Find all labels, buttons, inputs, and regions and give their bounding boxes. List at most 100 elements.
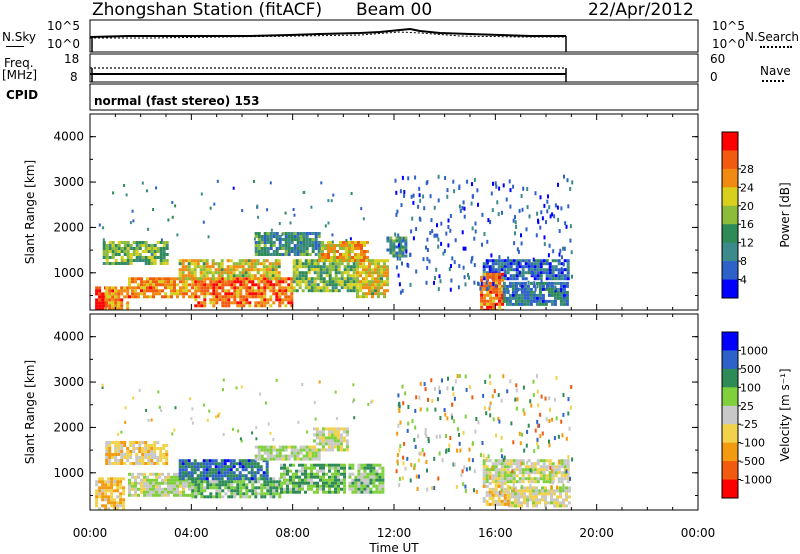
power-echo <box>528 267 531 272</box>
power-cell <box>354 259 357 262</box>
velocity-cell <box>176 478 179 482</box>
velocity-cell <box>375 472 379 476</box>
velocity-cell <box>107 501 111 505</box>
velocity-echo <box>485 411 488 416</box>
power-cell <box>227 280 231 284</box>
power-cell <box>319 268 323 272</box>
power-cell <box>247 271 251 275</box>
velocity-cell <box>375 484 379 488</box>
power-cell <box>374 259 377 263</box>
power-cell <box>257 280 261 284</box>
power-cell <box>162 244 166 247</box>
power-cell <box>117 298 121 302</box>
velocity-cell <box>520 489 523 493</box>
power-cell <box>242 295 246 299</box>
velocity-cell <box>230 483 234 487</box>
power-cell <box>203 286 207 290</box>
velocity-cell <box>325 478 328 482</box>
velocity-cell <box>101 498 105 502</box>
velocity-cell <box>147 447 151 450</box>
power-cell <box>211 277 215 281</box>
velocity-cell <box>363 466 367 470</box>
velocity-cell <box>241 468 245 472</box>
power-cell <box>131 277 134 281</box>
power-echo <box>425 245 427 250</box>
power-cell <box>502 281 506 285</box>
power-echo <box>547 194 549 199</box>
power-echo <box>414 175 417 180</box>
velocity-cell <box>506 468 510 472</box>
velocity-cell <box>209 492 213 496</box>
power-cell <box>278 301 282 305</box>
power-cell <box>520 287 524 291</box>
power-cell <box>173 292 176 296</box>
power-cell <box>197 301 201 305</box>
velocity-cell <box>369 466 373 470</box>
power-cell <box>199 265 203 269</box>
power-cell <box>483 281 487 285</box>
power-cell <box>377 274 380 278</box>
velocity-echo <box>522 385 525 390</box>
nsearch-tick-bottom: 10^0 <box>712 37 745 51</box>
power-cell <box>328 271 332 275</box>
power-cell <box>257 244 261 247</box>
velocity-cell <box>236 483 240 487</box>
velocity-cell <box>156 459 160 462</box>
power-cell <box>508 281 512 285</box>
velocity-cell <box>131 493 134 497</box>
velocity-echo <box>549 407 551 412</box>
velocity-cell <box>287 454 291 458</box>
velocity-cell <box>559 495 562 499</box>
power-cell <box>245 277 249 281</box>
power-cell <box>292 259 296 263</box>
power-echo <box>569 186 572 191</box>
velocity-cell <box>135 456 139 459</box>
velocity-echo <box>222 388 224 392</box>
velocity-cell <box>128 478 131 482</box>
power-cell <box>212 283 216 287</box>
velocity-cell <box>553 498 556 502</box>
power-cell <box>389 239 393 243</box>
power-cell <box>295 280 299 284</box>
power-cell <box>274 259 278 263</box>
power-cell <box>290 304 294 308</box>
velocity-cell <box>280 472 283 476</box>
velocity-cell <box>311 445 315 449</box>
velocity-cell <box>375 475 379 479</box>
power-cell <box>346 274 350 278</box>
power-cell <box>284 235 288 238</box>
power-echo <box>147 227 150 231</box>
velocity-cell <box>503 468 507 472</box>
velocity-cell <box>126 450 130 453</box>
colorbar-tick-label: -100 <box>740 437 765 450</box>
velocity-cell <box>162 444 166 447</box>
power-cell <box>492 308 496 310</box>
velocity-echo <box>570 385 573 389</box>
power-cell <box>324 244 327 247</box>
velocity-cell <box>122 501 126 505</box>
velocity-echo <box>498 419 501 424</box>
power-echo <box>519 283 522 288</box>
power-cell <box>114 289 118 293</box>
power-echo <box>463 275 466 280</box>
velocity-cell <box>144 462 148 465</box>
power-echo <box>570 250 573 255</box>
velocity-cell <box>215 495 219 499</box>
velocity-cell <box>485 499 489 503</box>
power-cell <box>307 277 311 281</box>
velocity-cell <box>98 489 102 493</box>
velocity-echo <box>446 416 449 421</box>
velocity-cell <box>214 468 218 472</box>
velocity-cell <box>187 459 191 463</box>
power-cell <box>150 262 154 265</box>
power-cell <box>559 299 563 303</box>
velocity-cell <box>563 465 567 469</box>
power-echo <box>489 220 492 225</box>
power-cell <box>114 292 118 296</box>
power-cell <box>337 262 341 266</box>
velocity-cell <box>250 477 254 481</box>
power-cell <box>296 247 300 250</box>
power-cell <box>152 280 155 284</box>
power-cell <box>304 271 308 275</box>
power-echo <box>539 195 542 200</box>
